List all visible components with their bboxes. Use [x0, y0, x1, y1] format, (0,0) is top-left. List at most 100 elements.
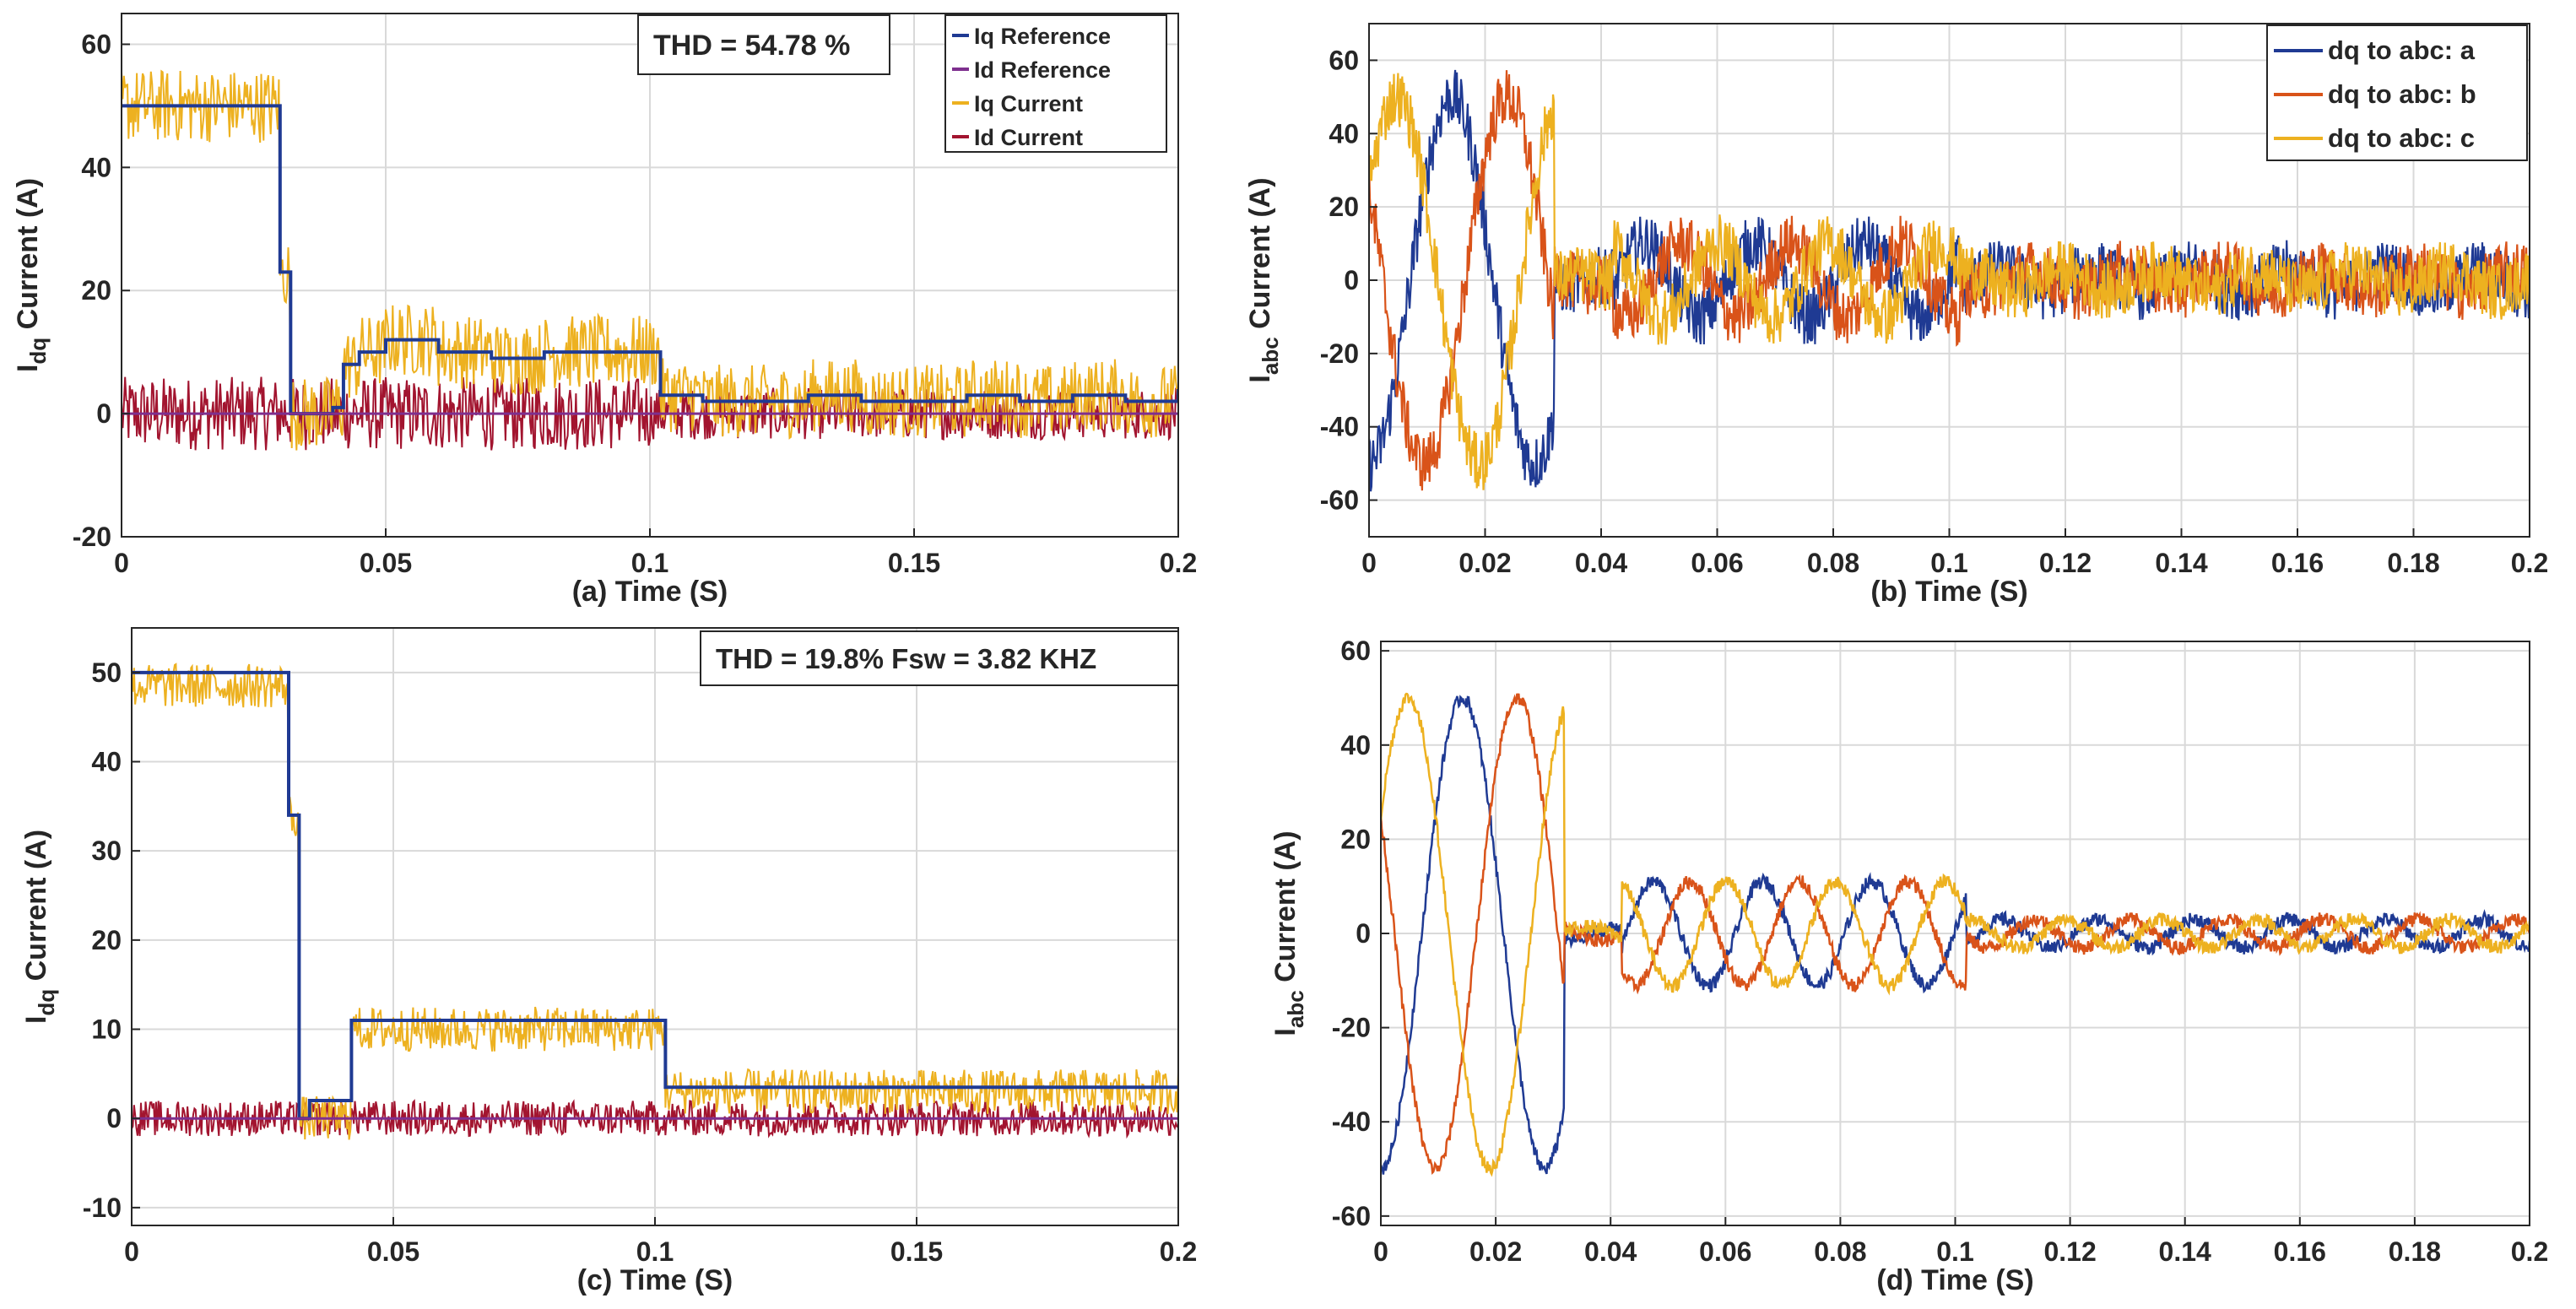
x-tick-label: 0.2: [1160, 1236, 1197, 1267]
x-tick-label: 0.05: [367, 1236, 419, 1267]
series-iq-reference: [132, 670, 1178, 1121]
series-phase-c: [1369, 73, 2530, 490]
y-ticks-a: -20 0 20 40 60: [73, 29, 130, 552]
legend-a: Iq Reference Id Reference Iq Current Id …: [944, 14, 1167, 153]
x-tick-label: 0.04: [1584, 1236, 1637, 1267]
y-axis-label-a: Idq Current (A): [12, 178, 51, 372]
svg-text:Id Current: Id Current: [974, 125, 1083, 150]
y-tick-label: 20: [1329, 192, 1359, 222]
panel-c: 0 0.05 0.1 0.15 0.2 -100 10 20 30 40 50 (c) Time …: [20, 627, 1197, 1296]
x-axis-label-d: (d) Time (S): [1876, 1264, 2033, 1296]
legend-item-iq-current: Iq Current: [952, 91, 1083, 116]
y-tick-label: 60: [81, 29, 111, 59]
y-ticks-b: -60 -40 -20 0 20 40 60: [1320, 45, 1377, 516]
legend-item-id-current: Id Current: [952, 125, 1083, 150]
y-tick-label: -20: [1332, 1013, 1371, 1043]
x-tick-label: 0.12: [2043, 1236, 2096, 1267]
y-ticks-c: -10 0 10 20 30 40 50: [83, 657, 140, 1223]
x-tick-label: 0: [1373, 1236, 1388, 1267]
y-axis-label-d: Iabc Current (A): [1269, 830, 1308, 1036]
y-tick-label: -40: [1332, 1106, 1371, 1137]
x-tick-label: 0.2: [2511, 548, 2548, 578]
svg-text:THD = 54.78 %: THD = 54.78 %: [653, 30, 850, 62]
x-tick-label: 0.1: [636, 1236, 674, 1267]
x-tick-label: 0.14: [2155, 548, 2207, 578]
x-tick-label: 0: [124, 1236, 139, 1267]
x-ticks-b: 0 0.02 0.04 0.06 0.08 0.1 0.12 0.14 0.16 0.18 0.2: [1361, 528, 2548, 578]
y-tick-label: 20: [1340, 824, 1371, 854]
y-tick-label: 20: [91, 925, 122, 955]
x-tick-label: 0.14: [2159, 1236, 2211, 1267]
x-tick-label: 0.08: [1807, 548, 1859, 578]
x-tick-label: 0.02: [1458, 548, 1511, 578]
x-ticks-a: 0 0.05 0.1 0.15 0.2: [114, 528, 1197, 578]
y-tick-label: -20: [1320, 338, 1359, 369]
legend-item-iq-reference: Iq Reference: [952, 24, 1111, 49]
y-tick-label: 60: [1329, 45, 1359, 75]
x-tick-label: 0.02: [1469, 1236, 1522, 1267]
x-tick-label: 0.18: [2387, 548, 2439, 578]
y-tick-label: 60: [1340, 636, 1371, 666]
y-tick-label: -40: [1320, 412, 1359, 442]
svg-text:Iq Current: Iq Current: [974, 91, 1083, 116]
x-tick-label: 0.1: [1930, 548, 1967, 578]
x-tick-label: 0.2: [2511, 1236, 2548, 1267]
panel-d: 0 0.02 0.04 0.06 0.08 0.1 0.12 0.14 0.16 0.18 0.2 …: [1269, 636, 2548, 1296]
y-tick-label: -60: [1320, 485, 1359, 516]
x-tick-label: 0.1: [1936, 1236, 1973, 1267]
y-tick-label: 50: [91, 657, 122, 688]
y-tick-label: 40: [1340, 730, 1371, 760]
x-tick-label: 0.16: [2274, 1236, 2326, 1267]
y-axis-label-c: Idq Current (A): [20, 830, 59, 1024]
x-ticks-d: 0 0.02 0.04 0.06 0.08 0.1 0.12 0.14 0.16 0.18 0.2: [1373, 1217, 2548, 1267]
x-ticks-c: 0 0.05 0.1 0.15 0.2: [124, 1217, 1197, 1267]
y-tick-label: -20: [73, 522, 111, 552]
y-tick-label: -60: [1332, 1201, 1371, 1231]
series-iq-current: [132, 663, 1178, 1140]
thd-annotation-c: THD = 19.8% Fsw = 3.82 KHZ: [700, 630, 1179, 686]
x-tick-label: 0.15: [890, 1236, 943, 1267]
x-axis-label-a: (a) Time (S): [572, 576, 728, 608]
thd-annotation-a: THD = 54.78 %: [637, 14, 890, 75]
y-tick-label: 10: [91, 1014, 122, 1045]
x-tick-label: 0: [1361, 548, 1377, 578]
svg-text:Iq Reference: Iq Reference: [974, 24, 1111, 49]
y-tick-label: 0: [96, 398, 111, 429]
svg-text:THD = 19.8% Fsw = 3.82 KHZ: THD = 19.8% Fsw = 3.82 KHZ: [716, 643, 1096, 674]
y-tick-label: -10: [83, 1193, 122, 1223]
x-tick-label: 0: [114, 548, 129, 578]
x-tick-label: 0.18: [2389, 1236, 2441, 1267]
legend-item-id-reference: Id Reference: [952, 57, 1111, 83]
y-tick-label: 40: [81, 152, 111, 182]
y-ticks-d: -60 -40 -20 0 20 40 60: [1332, 636, 1389, 1231]
x-tick-label: 0.12: [2039, 548, 2092, 578]
x-axis-label-c: (c) Time (S): [577, 1264, 733, 1296]
legend-item-phase-c: dq to abc: c: [2274, 123, 2475, 153]
x-tick-label: 0.06: [1691, 548, 1743, 578]
x-tick-label: 0.05: [360, 548, 412, 578]
plot-area-d: [1381, 692, 2530, 1177]
svg-text:dq to abc: b: dq to abc: b: [2328, 79, 2476, 109]
y-tick-label: 40: [1329, 118, 1359, 149]
svg-text:Id Reference: Id Reference: [974, 57, 1111, 83]
x-tick-label: 0.2: [1160, 548, 1197, 578]
x-tick-label: 0.06: [1699, 1236, 1751, 1267]
y-tick-label: 40: [91, 747, 122, 777]
plot-area-a: [122, 69, 1178, 451]
legend-b: dq to abc: a dq to abc: b dq to abc: c: [2266, 24, 2528, 161]
legend-item-phase-a: dq to abc: a: [2274, 35, 2476, 65]
y-tick-label: 20: [81, 275, 111, 306]
plot-area-b: [1369, 69, 2530, 492]
y-axis-label-b: Iabc Current (A): [1244, 177, 1283, 382]
series-phase-c: [1381, 692, 2530, 1177]
panel-b: 0 0.02 0.04 0.06 0.08 0.1 0.12 0.14 0.16 0.18 0.2 …: [1244, 23, 2548, 608]
svg-text:dq to abc: c: dq to abc: c: [2328, 123, 2475, 153]
x-tick-label: 0.15: [888, 548, 940, 578]
x-axis-label-b: (b) Time (S): [1870, 576, 2027, 608]
plot-area-c: [132, 663, 1178, 1140]
y-tick-label: 30: [91, 836, 122, 866]
x-tick-label: 0.08: [1814, 1236, 1866, 1267]
series-phase-a: [1381, 695, 2530, 1175]
